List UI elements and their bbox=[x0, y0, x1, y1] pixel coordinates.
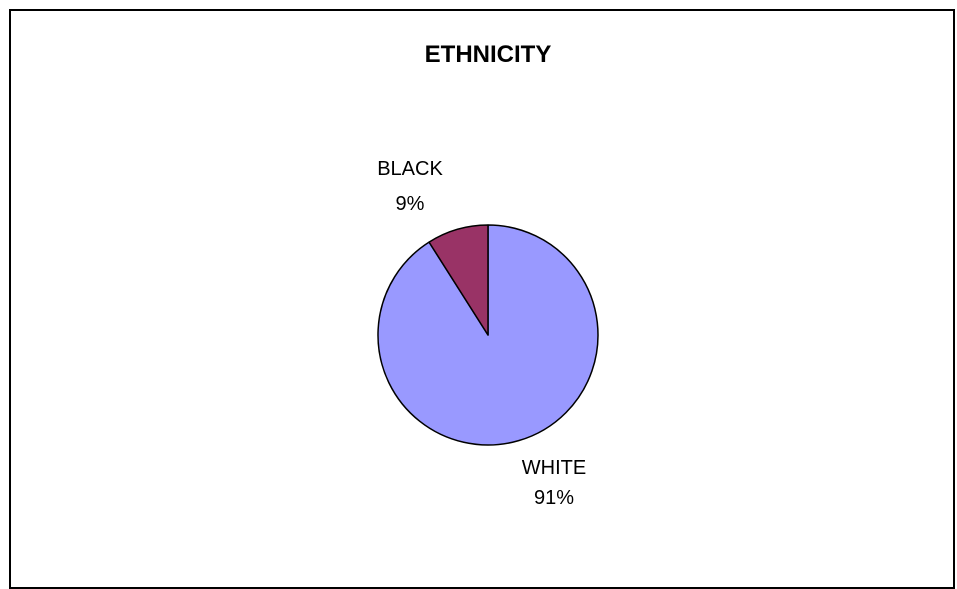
slice-label-white-percent: 91% bbox=[534, 487, 574, 509]
chart-title: ETHNICITY bbox=[425, 41, 552, 68]
pie-chart: ETHNICITY WHITE 91% BLACK 9% bbox=[377, 41, 599, 509]
slice-label-black-percent: 9% bbox=[396, 193, 425, 215]
slice-label-black-name: BLACK bbox=[377, 158, 443, 180]
pie-slice-black bbox=[428, 224, 489, 336]
slice-label-white-name: WHITE bbox=[522, 457, 586, 479]
